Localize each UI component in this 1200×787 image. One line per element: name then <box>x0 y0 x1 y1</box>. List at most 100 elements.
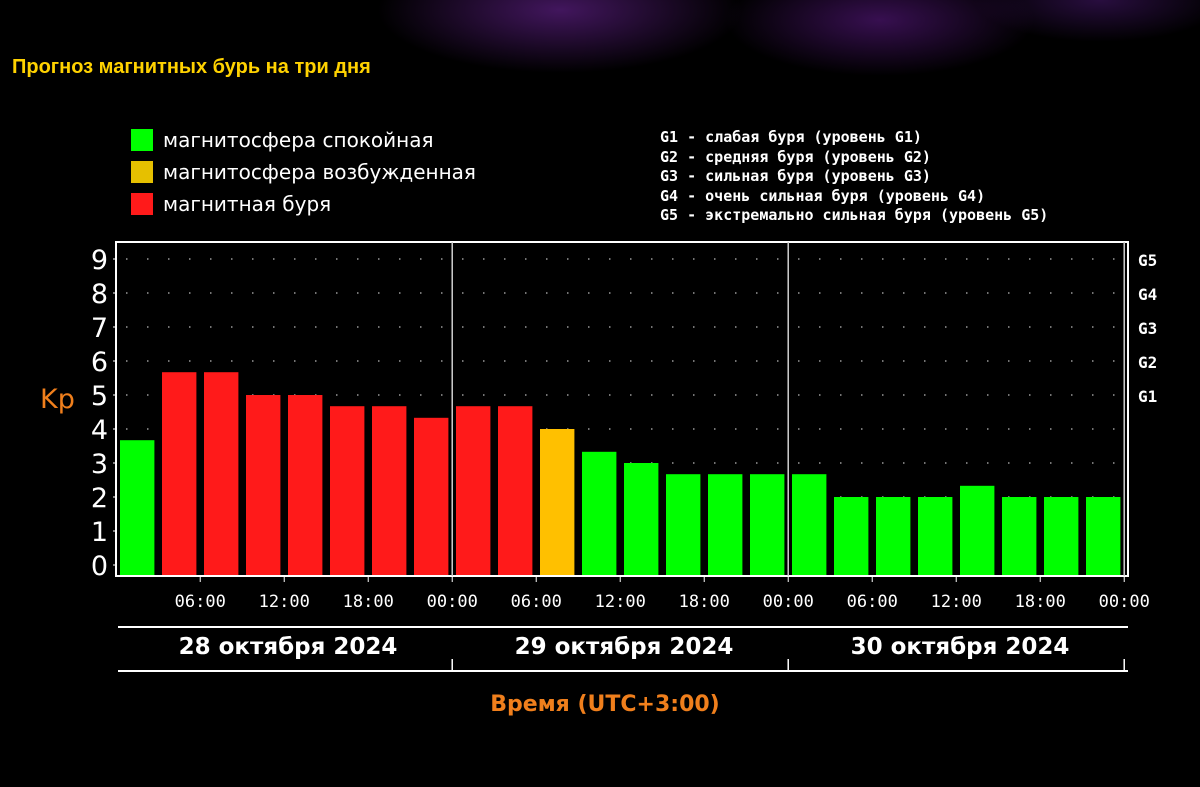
grid-dot <box>315 258 317 260</box>
grid-dot <box>693 462 695 464</box>
grid-dot <box>630 292 632 294</box>
grid-dot <box>966 326 968 328</box>
grid-dot <box>231 360 233 362</box>
y-tick-label: 6 <box>91 347 108 378</box>
grid-dot <box>546 258 548 260</box>
grid-dot <box>945 462 947 464</box>
grid-dot <box>126 360 128 362</box>
grid-dot <box>945 326 947 328</box>
grid-dot <box>1092 360 1094 362</box>
grid-dot <box>1071 292 1073 294</box>
bar <box>918 497 953 575</box>
grid-dot <box>1008 394 1010 396</box>
grid-dot <box>924 462 926 464</box>
grid-dot <box>1092 292 1094 294</box>
grid-dot <box>798 326 800 328</box>
x-tick-label: 00:00 <box>427 592 478 612</box>
grid-dot <box>252 326 254 328</box>
bar <box>330 406 365 575</box>
grid-dot <box>756 292 758 294</box>
grid-dot <box>147 258 149 260</box>
grid-dot <box>1008 360 1010 362</box>
grid-dot <box>903 292 905 294</box>
grid-dot <box>273 326 275 328</box>
grid-dot <box>567 360 569 362</box>
grid-dot <box>1029 394 1031 396</box>
grid-dot <box>147 428 149 430</box>
grid-dot <box>126 326 128 328</box>
grid-dot <box>1050 462 1052 464</box>
grid-dot <box>210 258 212 260</box>
legend-label-quiet: магнитосфера спокойная <box>163 128 434 152</box>
g-tick-label: G3 <box>1138 319 1157 338</box>
y-tick-label: 8 <box>91 279 108 310</box>
grid-dot <box>420 394 422 396</box>
grid-dot <box>1029 258 1031 260</box>
bar <box>834 497 869 575</box>
grid-dot <box>1071 428 1073 430</box>
grid-dot <box>861 360 863 362</box>
grid-dot <box>672 394 674 396</box>
grid-dot <box>735 462 737 464</box>
grid-dot <box>966 292 968 294</box>
grid-dot <box>693 360 695 362</box>
grid-dot <box>1050 428 1052 430</box>
grid-dot <box>924 292 926 294</box>
grid-dot <box>1113 258 1115 260</box>
grid-dot <box>1029 360 1031 362</box>
legend-item-quiet: магнитосфера спокойная <box>131 124 476 156</box>
grid-dot <box>147 292 149 294</box>
grid-dot <box>798 394 800 396</box>
grid-dot <box>399 258 401 260</box>
g-legend-item-g4: G4 - очень сильная буря (уровень G4) <box>660 186 986 205</box>
grid-dot <box>945 428 947 430</box>
grid-dot <box>546 394 548 396</box>
bar <box>162 372 197 575</box>
grid-dot <box>966 462 968 464</box>
grid-dot <box>462 326 464 328</box>
grid-dot <box>672 360 674 362</box>
grid-dot <box>966 394 968 396</box>
grid-dot <box>168 326 170 328</box>
x-tick-label: 12:00 <box>931 592 982 612</box>
legend-item-storm: магнитная буря <box>131 188 476 220</box>
grid-dot <box>714 326 716 328</box>
grid-dot <box>546 360 548 362</box>
grid-dot <box>924 326 926 328</box>
bar <box>204 372 239 575</box>
grid-dot <box>777 326 779 328</box>
grid-dot <box>1050 394 1052 396</box>
grid-dot <box>1071 360 1073 362</box>
grid-dot <box>630 258 632 260</box>
y-tick-label: 3 <box>91 449 108 480</box>
grid-dot <box>987 394 989 396</box>
grid-dot <box>840 462 842 464</box>
x-tick-label: 06:00 <box>175 592 226 612</box>
grid-dot <box>1092 258 1094 260</box>
grid-dot <box>1092 394 1094 396</box>
grid-dot <box>357 326 359 328</box>
grid-dot <box>777 428 779 430</box>
g-legend-item-g5: G5 - экстремально сильная буря (уровень … <box>660 206 1049 224</box>
grid-dot <box>1008 326 1010 328</box>
grid-dot <box>546 292 548 294</box>
grid-dot <box>882 360 884 362</box>
grid-dot <box>987 258 989 260</box>
g-legend-item-g1: G1 - слабая буря (уровень G1) <box>660 128 922 146</box>
grid-dot <box>861 292 863 294</box>
bar <box>708 474 743 575</box>
grid-dot <box>1008 462 1010 464</box>
bar <box>792 474 827 575</box>
grid-dot <box>273 360 275 362</box>
grid-dot <box>357 258 359 260</box>
grid-dot <box>546 326 548 328</box>
grid-dot <box>294 292 296 294</box>
bar <box>582 451 617 575</box>
grid-dot <box>756 258 758 260</box>
grid-dot <box>294 258 296 260</box>
y-tick-label: 0 <box>91 551 108 582</box>
grid-dot <box>672 292 674 294</box>
grid-dot <box>483 394 485 396</box>
grid-dot <box>504 292 506 294</box>
grid-dot <box>651 326 653 328</box>
